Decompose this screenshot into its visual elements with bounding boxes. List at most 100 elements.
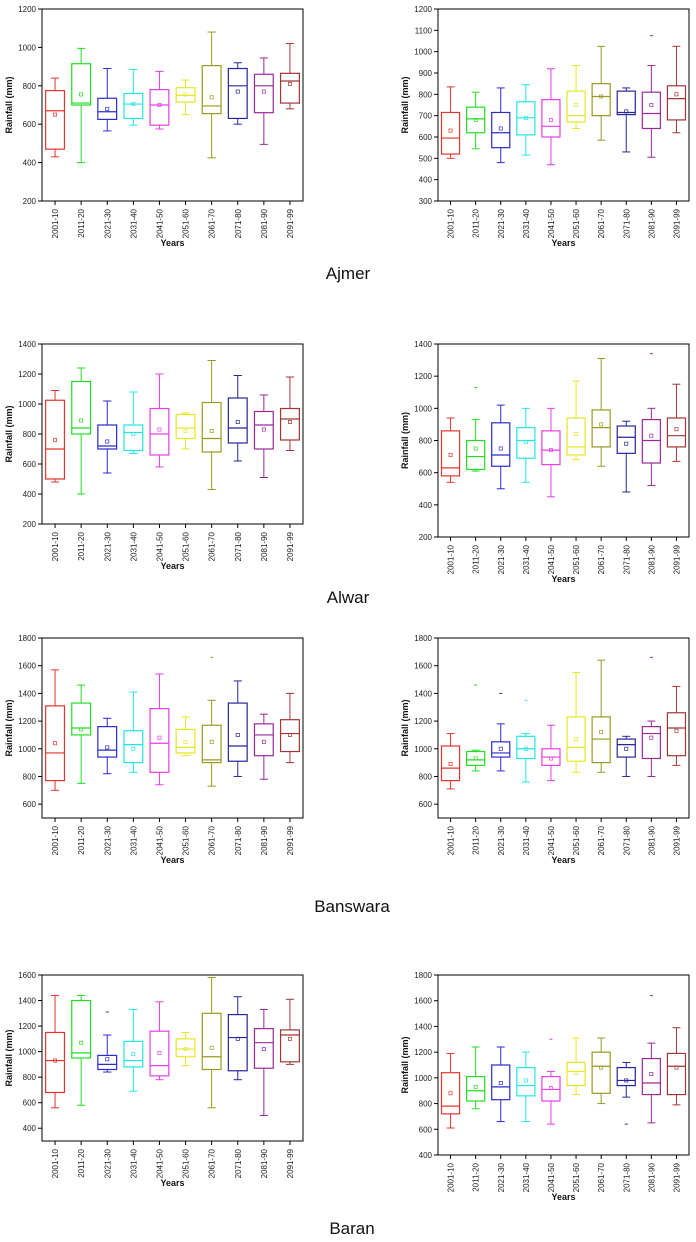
mean-marker: [131, 746, 136, 751]
y-tick-label: 600: [419, 469, 433, 478]
box-2001-10: [45, 994, 66, 1109]
box-iqr: [440, 430, 461, 477]
box-iqr: [123, 424, 144, 452]
y-axis-label: Rainfall (mm): [400, 699, 410, 756]
x-tick-label: 2091-99: [672, 825, 681, 855]
y-tick-label: 700: [419, 112, 433, 121]
box-2041-50: [149, 673, 170, 786]
mean-marker: [599, 1065, 604, 1070]
mean-marker: [261, 89, 266, 94]
box-2021-30: [491, 692, 511, 772]
mean-marker: [53, 112, 58, 117]
y-tick-label: 500: [419, 154, 433, 163]
box-2001-10: [440, 733, 461, 790]
y-tick-label: 600: [23, 1099, 37, 1108]
box-iqr: [616, 425, 636, 454]
box-iqr: [279, 719, 300, 753]
box-2001-10: [440, 86, 461, 159]
box-2051-60: [566, 65, 586, 129]
box-2071-80: [227, 62, 248, 125]
box-2051-60: [566, 1037, 586, 1096]
box-iqr: [566, 90, 586, 123]
mean-marker: [674, 728, 679, 733]
x-tick-label: 2011-20: [472, 1162, 481, 1191]
y-tick-label: 800: [23, 430, 37, 439]
box-iqr: [666, 1052, 687, 1096]
y-tick-label: 1400: [18, 340, 36, 349]
x-axis-label: Years: [551, 574, 575, 584]
box-2061-70: [591, 1037, 611, 1105]
station-label-banswara: Banswara: [314, 897, 390, 916]
mean-marker: [624, 746, 629, 751]
chart-panel-alwar-left: 200 400 600 800 1000 1200 1400 2001-10 2011-20 20…: [4, 340, 304, 571]
box-2061-70: [591, 357, 611, 467]
box-iqr: [666, 712, 687, 757]
x-tick-label: 2001-10: [51, 208, 60, 238]
y-tick-label: 200: [23, 520, 37, 529]
box-2051-60: [175, 716, 196, 757]
box-2001-10: [45, 669, 66, 791]
mean-marker: [574, 737, 579, 742]
mean-marker: [498, 746, 503, 751]
box-iqr: [591, 409, 611, 448]
box-2041-50: [541, 407, 561, 498]
mean-marker: [209, 429, 214, 433]
mean-marker: [649, 735, 654, 740]
x-tick-label: 2021-30: [103, 1148, 112, 1178]
x-tick-label: 2071-80: [234, 531, 243, 561]
y-tick-label: 1600: [414, 662, 432, 671]
box-2081-90: [253, 57, 274, 145]
y-tick-label: 800: [23, 82, 37, 91]
mean-marker: [624, 109, 629, 114]
y-tick-label: 1200: [414, 717, 432, 726]
box-iqr: [123, 1040, 144, 1068]
x-tick-label: 2001-10: [447, 208, 456, 238]
y-tick-label: 1800: [414, 634, 432, 643]
y-tick-label: 900: [419, 69, 433, 78]
box-iqr: [491, 111, 511, 149]
x-tick-label: 2071-80: [622, 1162, 631, 1192]
mean-marker: [235, 1036, 240, 1041]
mean-marker: [79, 92, 84, 97]
x-axis-label: Years: [160, 1178, 184, 1188]
y-tick-label: 400: [23, 490, 37, 499]
x-tick-label: 2091-99: [286, 531, 295, 561]
box-iqr: [253, 410, 274, 450]
mean-marker: [523, 440, 528, 445]
y-tick-label: 600: [23, 800, 37, 809]
mean-marker: [209, 739, 214, 744]
mean-marker: [261, 1047, 266, 1052]
box-iqr: [466, 439, 486, 471]
plot-frame: [41, 8, 304, 202]
x-tick-label: 2091-99: [286, 825, 295, 855]
box-2011-20: [71, 47, 92, 164]
chart-panel-ajmer-right: 300 400 500 600 700 800 900 1000 1100 1200 2001-10…: [400, 5, 690, 248]
box-2061-70: [201, 977, 222, 1109]
mean-marker: [448, 453, 453, 457]
box-iqr: [97, 1054, 118, 1071]
y-tick-label: 1000: [18, 745, 36, 754]
box-2021-30: [491, 1046, 511, 1123]
box-2071-80: [616, 420, 636, 493]
plot-frame: [41, 974, 304, 1142]
box-iqr: [440, 745, 461, 782]
x-tick-label: 2081-90: [647, 208, 656, 238]
y-tick-label: 1000: [18, 1048, 36, 1057]
box-iqr: [440, 111, 461, 155]
mean-marker: [261, 739, 266, 744]
box-2091-99: [666, 685, 687, 766]
box-iqr: [149, 407, 170, 456]
box-2071-80: [227, 680, 248, 777]
box-2081-90: [253, 713, 274, 780]
x-tick-label: 2001-10: [51, 1148, 60, 1178]
x-tick-label: 2051-60: [572, 1162, 581, 1192]
x-tick-label: 2011-20: [472, 544, 481, 573]
box-iqr: [149, 708, 170, 773]
x-axis-label: Years: [551, 1192, 575, 1202]
mean-marker: [131, 1052, 136, 1057]
y-tick-label: 400: [419, 176, 433, 185]
box-iqr: [516, 427, 536, 459]
box-2061-70: [591, 659, 611, 773]
mean-marker: [79, 727, 84, 732]
y-tick-label: 1000: [414, 745, 432, 754]
